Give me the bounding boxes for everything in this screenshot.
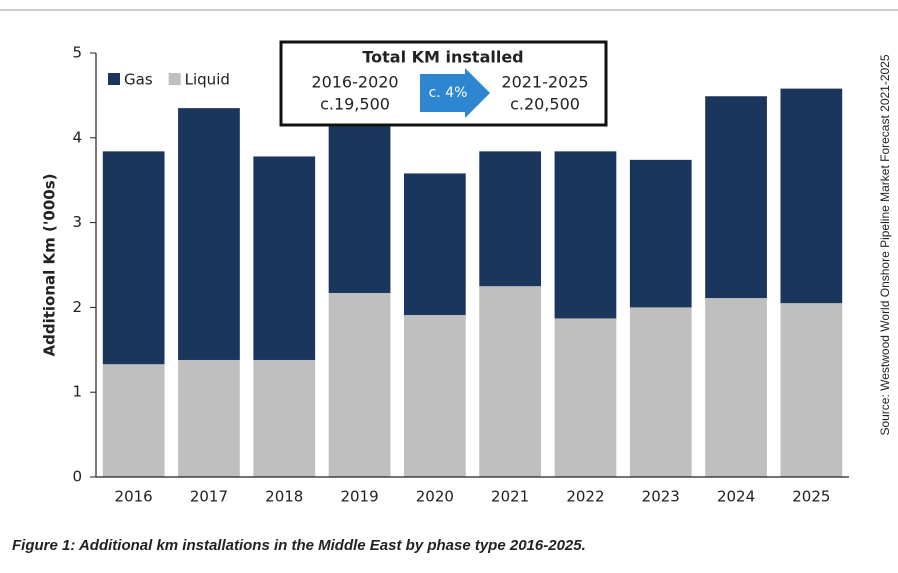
- bar-segment: [780, 303, 843, 477]
- annotation-box: Total KM installed 2016-2020 c.19,500 c.…: [279, 40, 608, 127]
- bar-segment: [629, 307, 692, 477]
- caption: Figure 1: Additional km installations in…: [12, 537, 586, 554]
- annotation-right-value: c.20,500: [510, 95, 580, 114]
- bar-segment: [629, 159, 692, 308]
- x-tick-label: 2022: [566, 488, 604, 506]
- bar-segment: [102, 364, 165, 477]
- annotation-title: Total KM installed: [362, 48, 523, 67]
- y-tick-label: 1: [72, 383, 82, 401]
- x-tick-label: 2019: [340, 488, 378, 506]
- y-tick-label: 4: [72, 128, 82, 146]
- x-tick-label: 2021: [491, 488, 529, 506]
- arrow: [420, 68, 490, 118]
- bar-segment: [780, 88, 843, 304]
- legend-swatch: [168, 73, 181, 85]
- bar-segment: [554, 318, 617, 477]
- bar-segment: [403, 315, 466, 477]
- bar-segment: [705, 96, 767, 299]
- annotation-left-period: 2016-2020: [311, 73, 398, 92]
- y-tick-label: 0: [72, 468, 82, 486]
- plot: 0 1 2 3 4 5 2016 2017 2018 2019 2020 2021 2022 2023 20…: [72, 44, 849, 506]
- y-tick-label: 5: [72, 44, 82, 62]
- x-tick-label: 2023: [642, 488, 680, 506]
- x-tick-label: 2020: [416, 488, 454, 506]
- bar-segment: [178, 359, 240, 477]
- bar-segment: [479, 151, 542, 287]
- annotation-left-value: c.19,500: [320, 95, 390, 114]
- bar-segment: [253, 156, 316, 360]
- bar-segment: [178, 108, 240, 360]
- bar-segment: [328, 292, 391, 477]
- x-tick-label: 2024: [717, 488, 755, 506]
- annotation-change: c. 4%: [429, 85, 468, 101]
- bar-segment: [403, 173, 466, 316]
- x-tick-label: 2016: [115, 488, 153, 506]
- legend-swatch: [108, 73, 120, 85]
- y-tick-label: 3: [72, 213, 82, 231]
- y-tick-label: 2: [72, 298, 82, 316]
- bar-segment: [328, 120, 391, 293]
- bar-segment: [554, 151, 617, 319]
- bar-segment: [705, 298, 767, 477]
- legend-label: Liquid: [185, 71, 230, 89]
- x-tick-label: 2017: [190, 488, 228, 506]
- bar-segment: [253, 359, 316, 477]
- x-tick-label: 2025: [792, 488, 830, 506]
- bar-segment: [479, 286, 542, 477]
- x-tick-label: 2018: [265, 488, 303, 506]
- source: Source: Westwood World Onshore Pipeline …: [878, 54, 892, 435]
- y-axis-label: Additional Km ('000s): [41, 173, 59, 356]
- annotation-right-period: 2021-2025: [501, 73, 588, 92]
- legend-label: Gas: [124, 71, 153, 89]
- bar-segment: [102, 151, 165, 365]
